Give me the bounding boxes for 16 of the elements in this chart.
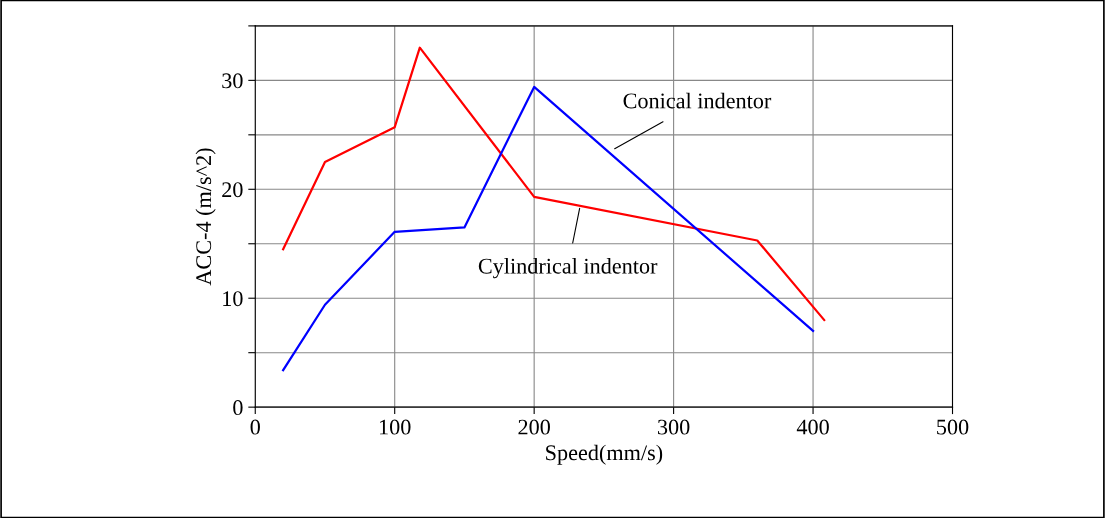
y-tick-label: 30 xyxy=(222,73,243,89)
line-series xyxy=(282,85,815,372)
y-axis-title: ACC-4 (m/s^2) xyxy=(195,148,216,286)
x-tick-label: 300 xyxy=(658,419,690,435)
y-tick-label: 10 xyxy=(223,291,243,307)
x-tick-label: 400 xyxy=(796,419,829,435)
annotation: Cylindrical indentor xyxy=(478,258,658,279)
x-axis-title: Speed(mm/s) xyxy=(546,444,663,465)
x-tick-label: 100 xyxy=(379,419,411,435)
x-tick-label: 0 xyxy=(250,419,260,435)
x-tick-label: 500 xyxy=(937,419,969,435)
y-tick-label: 20 xyxy=(222,182,243,198)
annotation: Conical indentor xyxy=(623,92,772,109)
line-series xyxy=(282,46,826,322)
y-tick-label: 0 xyxy=(233,400,243,416)
x-tick-label: 200 xyxy=(518,419,550,435)
